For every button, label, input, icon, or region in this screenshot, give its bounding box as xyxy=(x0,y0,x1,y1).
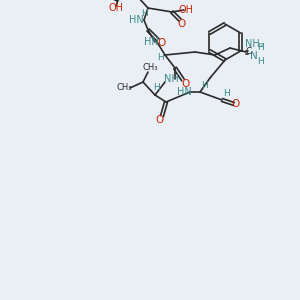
Text: O: O xyxy=(232,99,240,109)
Text: HN: HN xyxy=(177,87,191,97)
Text: NH₂: NH₂ xyxy=(245,39,263,49)
Text: H: H xyxy=(256,58,263,67)
Text: H: H xyxy=(256,44,263,52)
Text: OH: OH xyxy=(109,3,124,13)
Text: O: O xyxy=(157,38,165,48)
Text: H: H xyxy=(141,8,147,17)
Text: H: H xyxy=(157,53,164,62)
Text: CH₃: CH₃ xyxy=(142,62,158,71)
Text: H: H xyxy=(223,89,230,98)
Text: H: H xyxy=(201,80,207,89)
Text: H: H xyxy=(154,83,160,92)
Text: HN: HN xyxy=(129,15,143,25)
Text: NH: NH xyxy=(164,74,178,84)
Text: HN: HN xyxy=(144,37,158,47)
Text: O: O xyxy=(178,19,186,29)
Text: O: O xyxy=(156,115,164,125)
Text: C: C xyxy=(246,47,252,56)
Text: OH: OH xyxy=(178,5,194,15)
Text: N: N xyxy=(250,51,258,61)
Text: O: O xyxy=(181,79,189,89)
Text: CH₃: CH₃ xyxy=(116,83,132,92)
